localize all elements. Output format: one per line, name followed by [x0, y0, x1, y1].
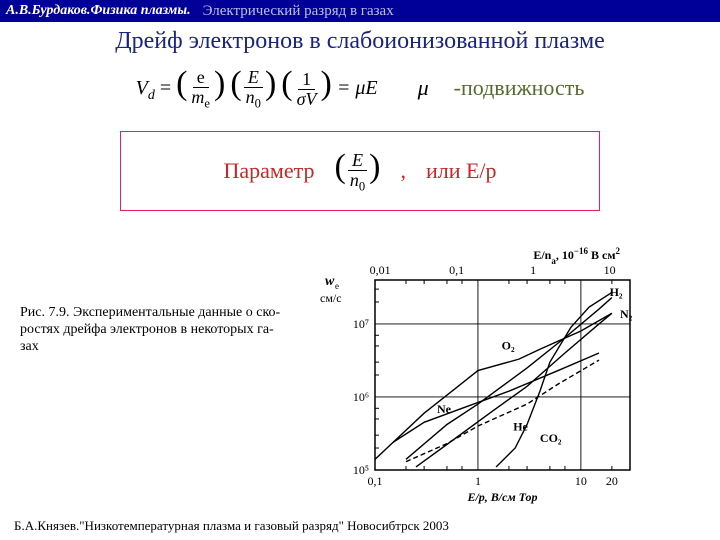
drift-formula: Vd = (eme) (En0) (1σV) = μE μ -подвижнос… [0, 65, 720, 111]
svg-text:E/p, В/см Тор: E/p, В/см Тор [466, 490, 537, 504]
svg-text:O₂: O₂ [502, 338, 515, 352]
parameter-box: Параметр (En0) , или E/p [120, 131, 600, 211]
svg-text:см/с: см/с [320, 291, 342, 305]
svg-text:10⁷: 10⁷ [353, 317, 369, 331]
svg-text:20: 20 [606, 474, 618, 488]
svg-text:10: 10 [604, 263, 616, 277]
svg-text:CO₂: CO₂ [540, 431, 562, 445]
svg-text:e: e [335, 281, 339, 291]
page-title: Дрейф электронов в слабоионизованной пла… [0, 28, 720, 55]
mobility-label: -подвижность [454, 75, 585, 100]
svg-text:0,01: 0,01 [370, 263, 391, 277]
svg-text:N₂: N₂ [620, 307, 633, 321]
svg-text:w: w [325, 274, 335, 289]
header-author: А.В.Бурдаков.Физика плазмы. [6, 3, 191, 19]
svg-text:0,1: 0,1 [449, 263, 464, 277]
svg-text:1: 1 [530, 263, 536, 277]
svg-text:10⁵: 10⁵ [353, 463, 369, 477]
drift-chart: 0,1110200,010,111010⁵10⁶10⁷O₂NeHeCO₂H₂N₂… [300, 245, 720, 515]
svg-text:10: 10 [575, 474, 587, 488]
header-bar: А.В.Бурдаков.Физика плазмы. Электрически… [0, 0, 720, 22]
svg-text:H₂: H₂ [610, 285, 623, 299]
param-label: Параметр [223, 158, 314, 184]
param-fraction: (En0) [334, 148, 380, 193]
mu-symbol: μ -подвижность [418, 75, 585, 101]
header-subtitle: Электрический разряд в газах [203, 3, 394, 20]
svg-text:Ne: Ne [437, 402, 452, 416]
svg-text:10⁶: 10⁶ [353, 390, 369, 404]
svg-text:1: 1 [475, 474, 481, 488]
param-comma: , [400, 158, 406, 184]
footer-citation: Б.А.Князев."Низкотемпературная плазма и … [14, 518, 449, 534]
svg-text:0,1: 0,1 [368, 474, 383, 488]
param-or: или E/p [426, 158, 497, 184]
chart-svg: 0,1110200,010,111010⁵10⁶10⁷O₂NeHeCO₂H₂N₂… [300, 245, 660, 505]
formula-main: Vd = (eme) (En0) (1σV) = μE [136, 65, 378, 111]
figure-caption: Рис. 7.9. Экспериментальные данные о ско… [0, 245, 300, 515]
